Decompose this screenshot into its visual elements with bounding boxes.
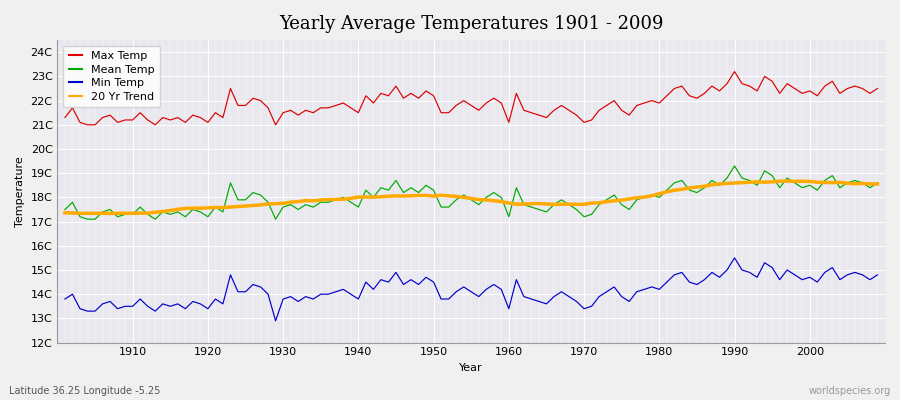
Title: Yearly Average Temperatures 1901 - 2009: Yearly Average Temperatures 1901 - 2009: [279, 15, 663, 33]
Text: Latitude 36.25 Longitude -5.25: Latitude 36.25 Longitude -5.25: [9, 386, 160, 396]
Y-axis label: Temperature: Temperature: [15, 156, 25, 227]
X-axis label: Year: Year: [459, 363, 483, 373]
Legend: Max Temp, Mean Temp, Min Temp, 20 Yr Trend: Max Temp, Mean Temp, Min Temp, 20 Yr Tre…: [63, 46, 160, 107]
Text: worldspecies.org: worldspecies.org: [809, 386, 891, 396]
